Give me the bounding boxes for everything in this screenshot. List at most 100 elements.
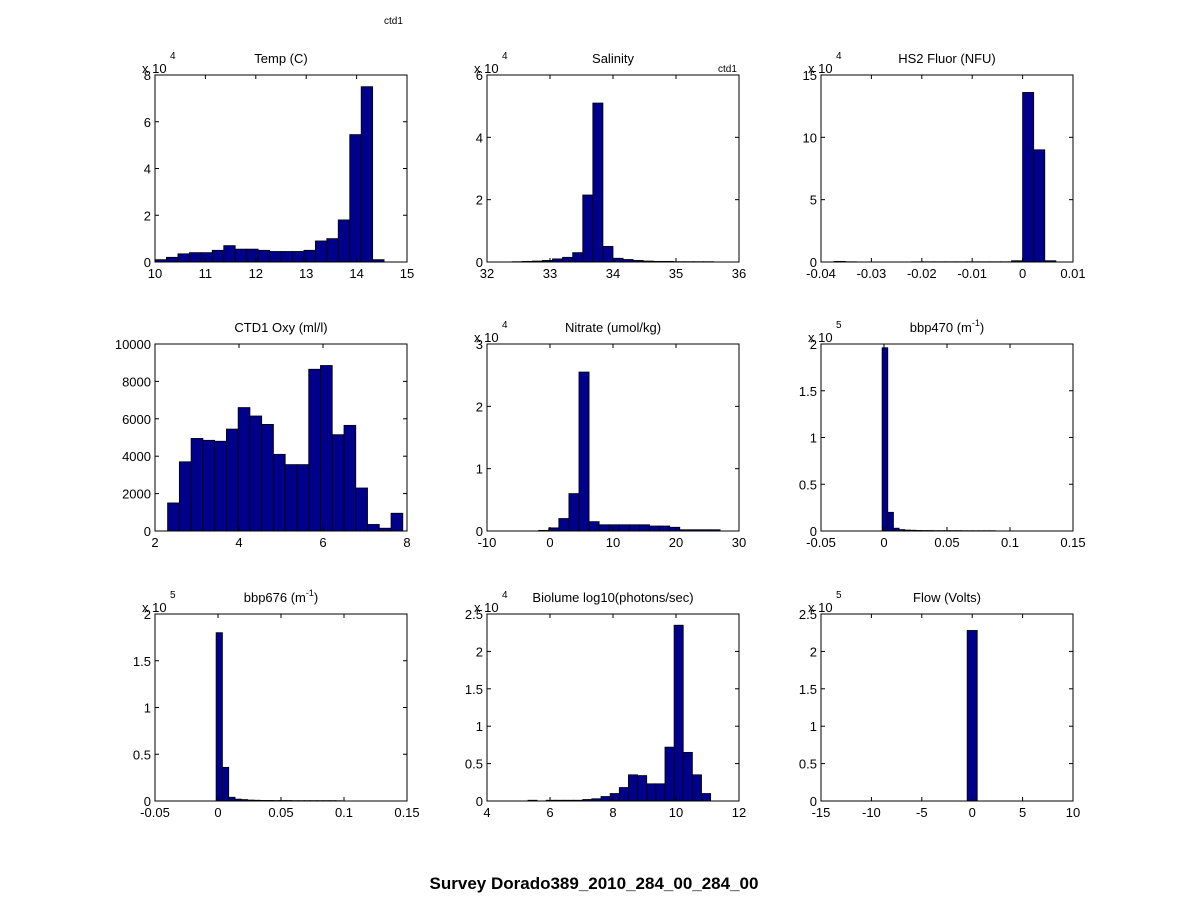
y-tick-label: 2000 [122, 487, 151, 502]
axes-frame [486, 74, 740, 263]
x-tick-label: 0.15 [1060, 535, 1085, 550]
histogram-bar [639, 524, 650, 532]
subplot-title: Temp (C) [254, 51, 307, 66]
x-tick-label: 0.1 [335, 805, 353, 820]
x-tick-label: 6 [319, 535, 326, 550]
y-tick-label: 4 [144, 162, 151, 177]
histogram-bar [628, 774, 638, 802]
histogram-bar [360, 86, 374, 263]
x-tick-label: -0.05 [140, 805, 170, 820]
histogram-bar [269, 251, 282, 263]
x-tick-label: 0.1 [1001, 535, 1019, 550]
subplot-title: HS2 Fluor (NFU) [898, 51, 996, 66]
histogram-bar [292, 251, 305, 263]
y-tick-label: 0 [144, 794, 151, 809]
histogram-bar [355, 487, 368, 532]
x-tick-label: 8 [609, 805, 616, 820]
x-tick-label: 15 [400, 266, 414, 281]
histogram-bar [664, 746, 675, 802]
y-exponent-power: 4 [502, 51, 508, 62]
x-tick-label: -10 [862, 805, 881, 820]
y-tick-label: 2.5 [799, 607, 817, 622]
histogram-bar [691, 774, 702, 802]
histogram-bar [222, 766, 230, 802]
y-tick-label: 0.5 [133, 747, 151, 762]
histogram-bar [280, 251, 293, 263]
histogram-bar [326, 238, 339, 263]
subplot-title: Biolume log10(photons/sec) [532, 590, 693, 605]
histogram-bar [637, 775, 648, 802]
y-tick-label: 3 [476, 337, 483, 352]
histogram-bar [214, 440, 227, 532]
y-tick-label: 2 [476, 193, 483, 208]
subplot-title: bbp676 (m-1) [244, 588, 319, 605]
y-exponent-power: 5 [836, 320, 842, 331]
y-tick-label: 6000 [122, 412, 151, 427]
histogram-bar [215, 632, 223, 802]
x-tick-label: 0.05 [268, 805, 293, 820]
y-tick-label: 0.5 [799, 477, 817, 492]
histogram-bar [602, 246, 614, 263]
histogram-bar [608, 524, 620, 532]
histogram-bar [609, 793, 620, 802]
y-tick-label: 8 [144, 68, 151, 83]
y-tick-label: 4 [476, 130, 483, 145]
histogram-bar [682, 751, 693, 802]
y-tick-label: 2 [144, 607, 151, 622]
y-tick-label: 2 [476, 644, 483, 659]
x-tick-label: 4 [483, 805, 490, 820]
histogram-bar [308, 368, 321, 532]
x-tick-label: 35 [669, 266, 683, 281]
y-tick-label: 0 [810, 794, 817, 809]
histogram-bar [1022, 92, 1035, 263]
histogram-bar [887, 511, 894, 532]
x-tick-label: 33 [543, 266, 557, 281]
x-tick-label: -0.01 [957, 266, 987, 281]
histogram-bar [649, 525, 661, 532]
x-tick-label: 4 [235, 535, 242, 550]
y-tick-label: 2 [810, 337, 817, 352]
axes-frame [820, 343, 1074, 532]
histogram-bar [367, 524, 380, 532]
y-tick-label: 0.5 [465, 757, 483, 772]
x-tick-label: 5 [1019, 805, 1026, 820]
histogram-bar [167, 502, 180, 532]
histogram-bar [578, 371, 590, 532]
histogram-bar [200, 252, 213, 263]
x-tick-label: 6 [546, 805, 553, 820]
histogram-bar [303, 249, 316, 263]
histogram-bar [618, 524, 630, 532]
y-tick-label: 1 [810, 431, 817, 446]
x-tick-label: 12 [732, 805, 746, 820]
y-exponent-label: x 10 [142, 61, 167, 76]
histogram-bar [659, 525, 671, 532]
histogram-bar [562, 256, 574, 263]
y-tick-label: 2.5 [465, 607, 483, 622]
axes-frame [154, 613, 408, 802]
x-tick-label: 0.01 [1060, 266, 1085, 281]
y-exponent-label: x 10 [808, 600, 833, 615]
x-tick-label: 10 [148, 266, 162, 281]
histogram-bar [249, 415, 263, 532]
histogram-bar [237, 407, 251, 532]
x-tick-label: 13 [299, 266, 313, 281]
y-tick-label: 6 [144, 115, 151, 130]
x-tick-label: 20 [669, 535, 683, 550]
y-exponent-power: 5 [170, 590, 176, 601]
histogram-bar [177, 253, 190, 263]
x-tick-label: -0.04 [806, 266, 836, 281]
y-tick-label: 10 [803, 130, 817, 145]
y-tick-label: 0 [144, 524, 151, 539]
x-tick-label: 11 [199, 266, 213, 281]
axes-frame [820, 74, 1074, 263]
x-tick-label: -0.03 [857, 266, 887, 281]
ctd1-tag: ctd1 [384, 16, 403, 27]
y-tick-label: 1 [476, 462, 483, 477]
subplot-9: -15 -10 -5 0 5 1000.511.522.5x 105 Flow (Volts… [799, 590, 1080, 820]
x-tick-label: 0 [546, 535, 553, 550]
x-tick-label: 34 [606, 266, 620, 281]
histogram-bar [628, 524, 640, 532]
